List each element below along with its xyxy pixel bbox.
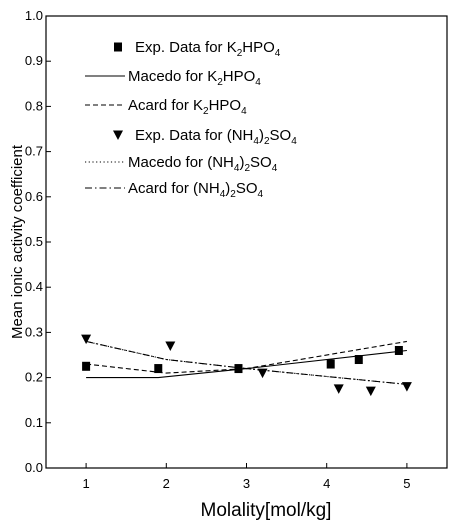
legend-label-1: Macedo for K2HPO4 [128,68,261,88]
series-3 [81,335,412,396]
legend-label-4: Macedo for (NH4)2SO4 [128,154,278,174]
legend-label-2: Acard for K2HPO4 [128,97,247,117]
x-tick-label-3: 4 [323,476,330,491]
legend-label-0: Exp. Data for K2HPO4 [135,39,281,59]
data-point-0-3 [327,360,335,369]
y-tick-label-9: 0.9 [25,53,43,68]
y-tick-label-2: 0.2 [25,370,43,385]
legend-item-5: Acard for (NH4)2SO4 [85,180,264,200]
legend-item-2: Acard for K2HPO4 [85,97,247,117]
legend-label-3: Exp. Data for (NH4)2SO4 [135,127,297,147]
data-point-0-5 [395,346,403,355]
y-tick-label-7: 0.7 [25,144,43,159]
y-axis-title: Mean ionic activity coefficient [9,144,26,339]
x-tick-label-0: 1 [82,476,89,491]
data-point-0-0 [82,362,90,371]
legend-item-1: Macedo for K2HPO4 [85,68,261,88]
y-tick-label-6: 0.6 [25,189,43,204]
y-tick-label-4: 0.4 [25,279,43,294]
data-point-3-0 [81,335,91,345]
x-axis-title: Molality[mol/kg] [201,500,332,521]
legend-swatch-0 [114,43,122,52]
legend-item-3: Exp. Data for (NH4)2SO4 [113,127,297,147]
legend-item-4: Macedo for (NH4)2SO4 [85,154,278,174]
data-point-3-4 [366,387,376,397]
x-tick-label-1: 2 [163,476,170,491]
y-tick-label-10: 1.0 [25,8,43,23]
series-line-1 [86,351,407,378]
y-tick-label-1: 0.1 [25,415,43,430]
y-tick-label-5: 0.5 [25,234,43,249]
legend-item-0: Exp. Data for K2HPO4 [114,39,281,59]
data-point-3-3 [334,384,344,394]
x-tick-label-2: 3 [243,476,250,491]
legend-label-5: Acard for (NH4)2SO4 [128,180,264,200]
y-tick-label-8: 0.8 [25,98,43,113]
y-tick-label-0: 0.0 [25,460,43,475]
legend-swatch-3 [113,131,123,141]
series-1 [86,351,407,378]
x-tick-label-4: 5 [403,476,410,491]
y-tick-label-3: 0.3 [25,324,43,339]
data-point-3-1 [165,341,175,351]
